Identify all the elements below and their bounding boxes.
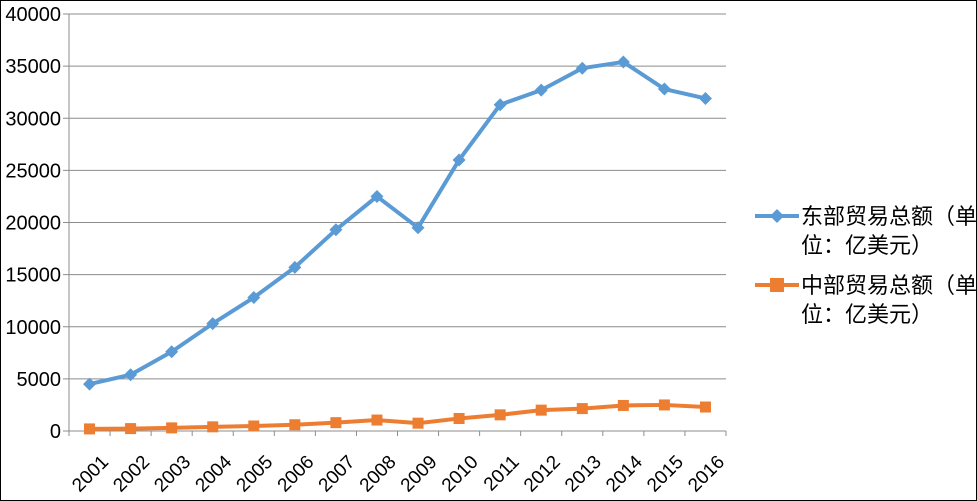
- y-axis-label: 20000: [5, 213, 61, 235]
- data-point-diamond: [124, 368, 138, 382]
- y-axis-label: 0: [50, 421, 61, 443]
- y-axis-label: 10000: [5, 317, 61, 339]
- x-axis-label: 2010: [438, 452, 483, 497]
- data-point-square: [617, 399, 629, 411]
- data-point-diamond: [247, 291, 261, 305]
- legend-square-icon: [755, 278, 799, 292]
- x-axis-label: 2008: [356, 452, 401, 497]
- data-point-square: [125, 423, 137, 435]
- series-line-1: [87, 402, 708, 431]
- legend-diamond-icon: [755, 209, 799, 223]
- data-point-diamond: [534, 83, 548, 97]
- x-axis-label: 2001: [68, 452, 113, 497]
- x-axis-label: 2007: [315, 452, 360, 497]
- x-axis-label: 2009: [397, 452, 442, 497]
- data-point-diamond: [452, 153, 466, 167]
- data-point-square: [494, 409, 506, 421]
- x-axis-label: 2006: [274, 452, 319, 497]
- x-axis-label: 2016: [684, 452, 729, 497]
- data-point-square: [453, 412, 465, 424]
- y-axis-label: 15000: [5, 265, 61, 287]
- x-axis-label: 2013: [561, 452, 606, 497]
- legend-item-central: 中部贸易总额（单位：亿美元）: [754, 271, 977, 329]
- data-point-square: [330, 417, 342, 429]
- data-point-square: [576, 403, 588, 415]
- data-point-square: [412, 417, 424, 429]
- data-point-diamond: [575, 61, 589, 75]
- legend-item-east: 东部贸易总额（单位：亿美元）: [754, 202, 977, 260]
- data-point-square: [658, 399, 670, 411]
- data-point-square: [699, 401, 711, 413]
- data-point-square: [371, 414, 383, 426]
- data-point-square: [535, 404, 547, 416]
- data-point-square: [207, 421, 219, 433]
- x-axis-label: 2011: [480, 452, 524, 496]
- data-point-diamond: [493, 98, 507, 112]
- data-point-square: [84, 423, 96, 435]
- y-axis-label: 35000: [5, 56, 61, 78]
- data-point-diamond: [370, 189, 384, 203]
- x-axis-label: 2015: [643, 452, 688, 497]
- legend: 东部贸易总额（单位：亿美元） 中部贸易总额（单位：亿美元）: [754, 202, 977, 329]
- data-point-square: [166, 422, 178, 434]
- x-axis-label: 2014: [602, 451, 647, 496]
- data-point-diamond: [616, 55, 630, 69]
- data-point-square: [248, 420, 260, 432]
- data-point-diamond: [206, 317, 220, 331]
- data-point-square: [289, 419, 301, 431]
- data-point-diamond: [83, 377, 97, 391]
- x-axis-label: 2004: [192, 451, 237, 496]
- legend-label-east: 东部贸易总额（单位：亿美元）: [801, 204, 977, 258]
- data-point-diamond: [411, 221, 425, 235]
- x-axis-label: 2003: [150, 452, 195, 497]
- y-axis-label: 5000: [17, 369, 62, 391]
- y-axis-label: 25000: [5, 160, 61, 182]
- data-point-diamond: [657, 82, 671, 96]
- y-axis-label: 30000: [5, 108, 61, 130]
- y-axis-label: 40000: [5, 4, 61, 26]
- data-point-diamond: [165, 345, 179, 359]
- data-point-diamond: [329, 223, 343, 237]
- x-axis-label: 2002: [109, 452, 154, 497]
- data-point-diamond: [698, 91, 712, 105]
- legend-label-central: 中部贸易总额（单位：亿美元）: [801, 273, 977, 327]
- data-point-diamond: [288, 260, 302, 274]
- x-axis-label: 2005: [233, 452, 278, 497]
- series-line-0: [87, 59, 708, 387]
- x-axis-label: 2012: [520, 452, 565, 497]
